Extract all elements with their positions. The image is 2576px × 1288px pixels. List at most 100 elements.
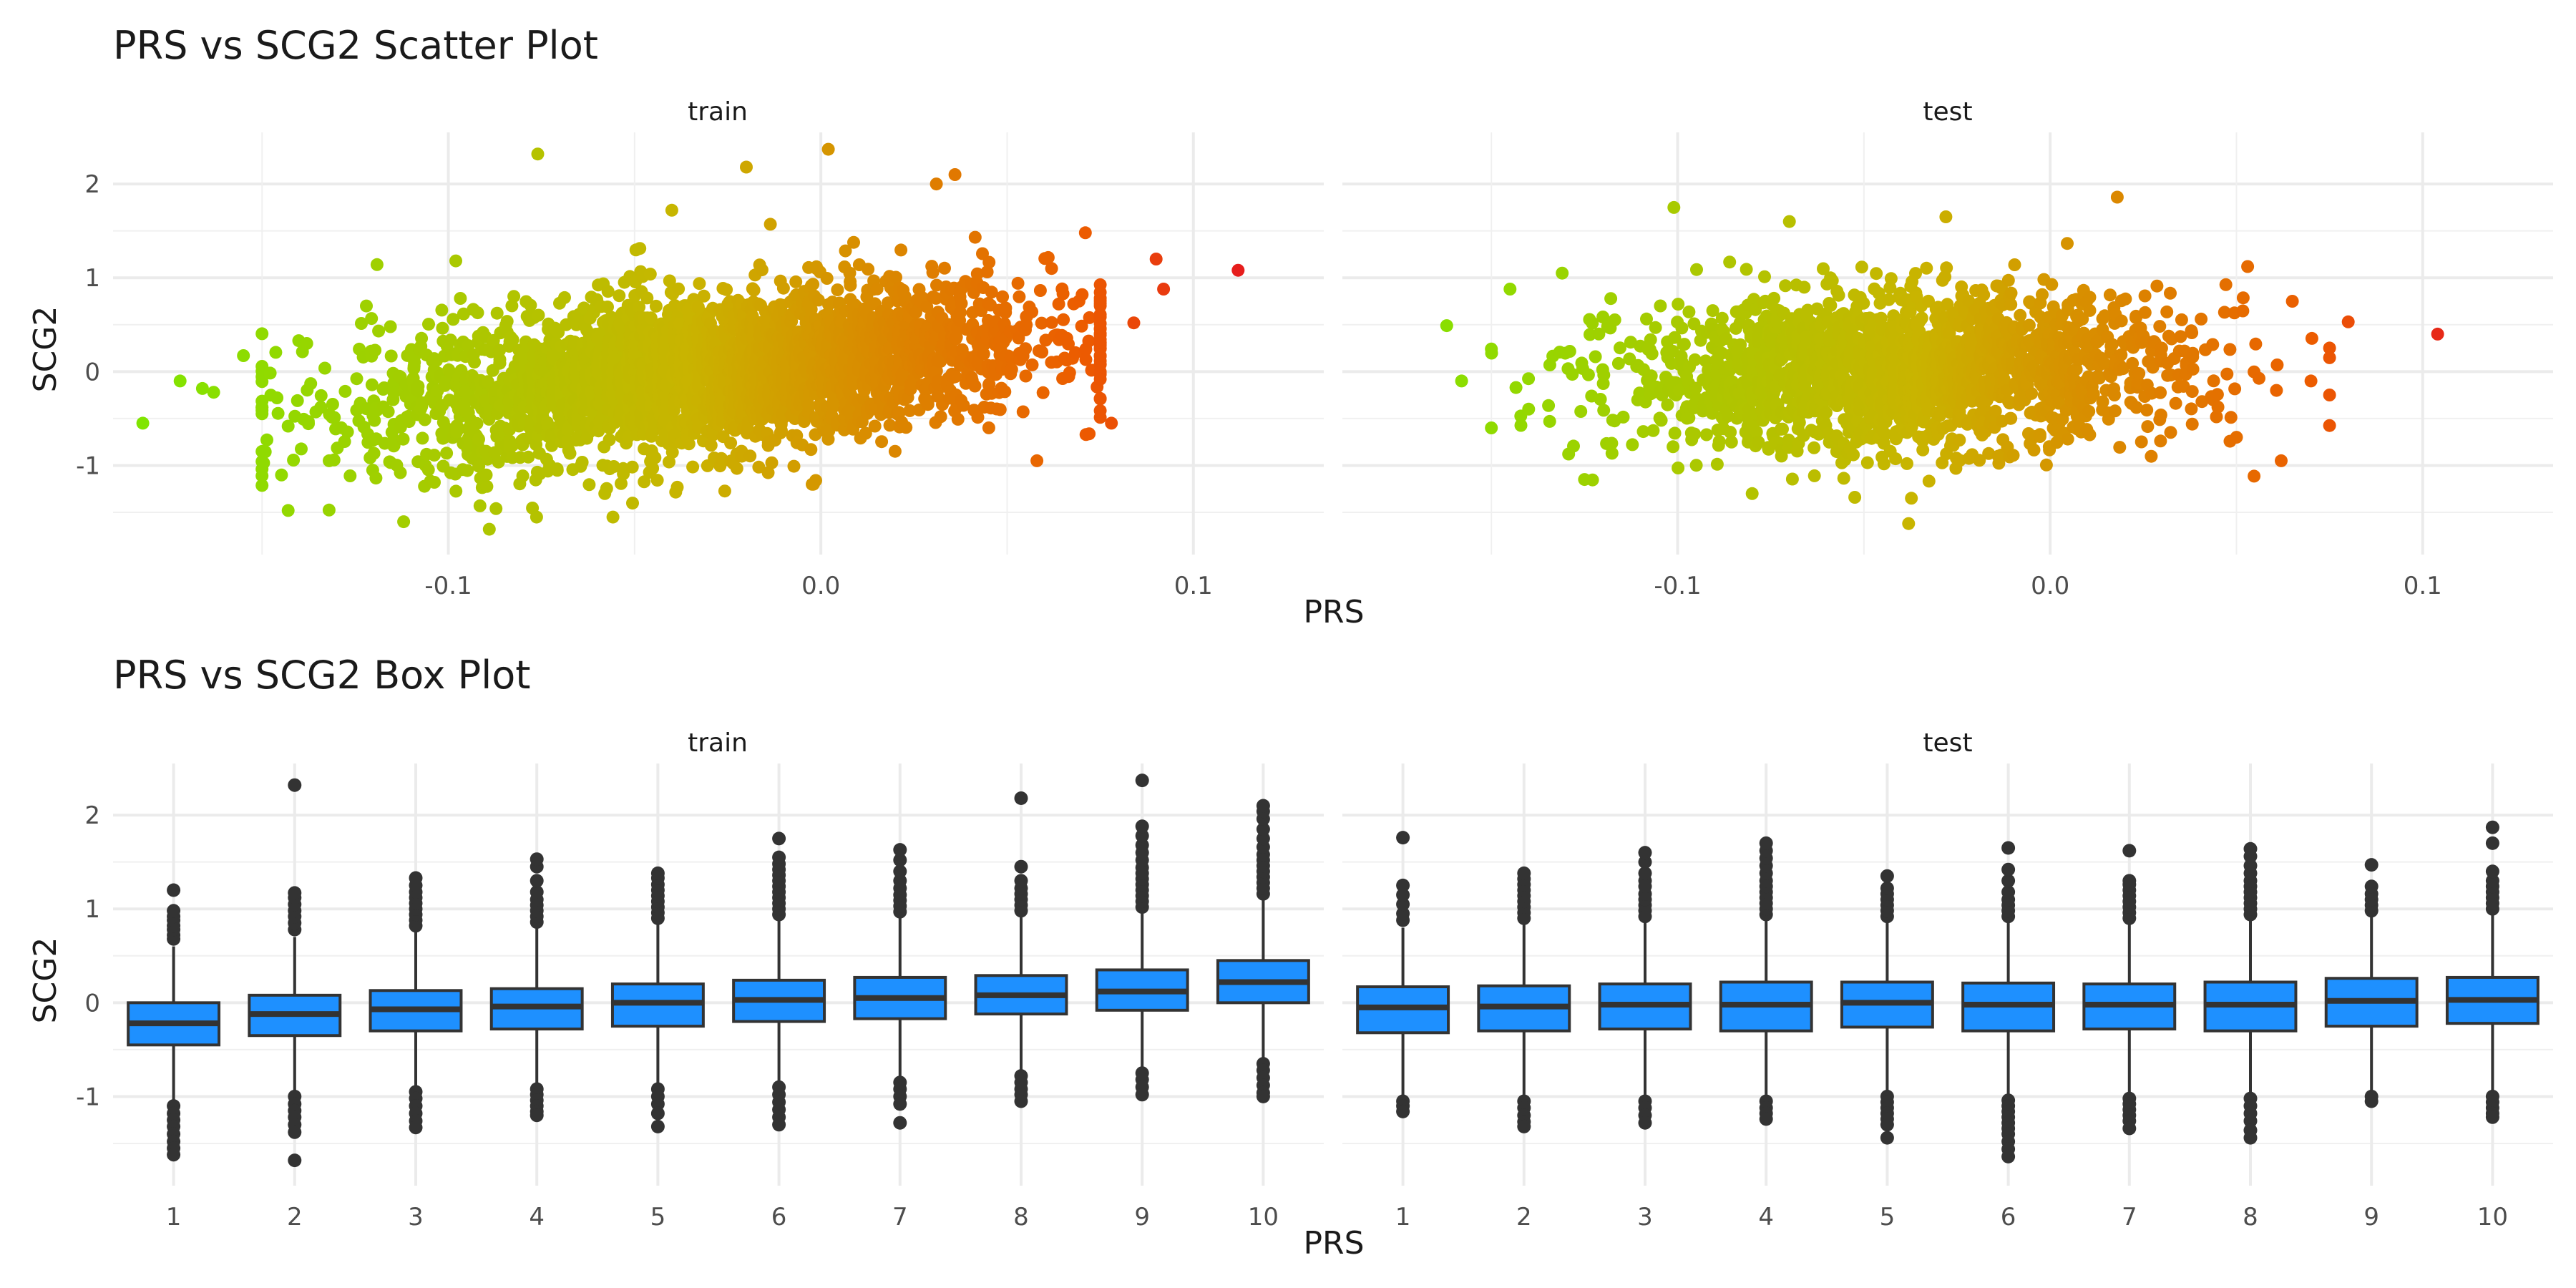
scatter-point [1093,372,1107,386]
scatter-point [291,394,304,407]
scatter-point [2138,306,2152,319]
scatter-point [326,398,339,411]
scatter-point [930,177,943,191]
scatter-point [577,301,590,315]
scatter-point [999,301,1013,315]
scatter-title: PRS vs SCG2 Scatter Plot [113,23,598,68]
scatter-point [435,303,449,317]
scatter-point [2108,389,2121,401]
scatter-point [530,510,543,524]
scatter-point [2098,309,2112,323]
scatter-point [1608,313,1621,326]
scatter-point [1589,350,1602,364]
scatter-point [1093,291,1107,305]
scatter-point [318,361,331,375]
scatter-point [411,379,425,393]
scatter-point [2036,288,2049,301]
scatter-point [663,274,676,288]
scatter-point [672,282,686,296]
scatter-point [1566,368,1579,381]
scatter-point [1882,293,1896,306]
scatter-point [531,147,545,161]
scatter-point [730,462,743,475]
scatter-point [1706,304,1719,318]
scatter-point [1682,305,1696,318]
scatter-point [633,301,646,314]
scatter-point [1668,331,1682,344]
scatter-point [1522,372,1536,386]
scatter-point [328,411,341,424]
scatter-point [195,381,209,395]
scatter-point [444,333,457,347]
scatter-point [1712,434,1726,448]
scatter-point [1157,283,1171,296]
scatter-point [1819,406,1833,419]
scatter-point [367,447,381,460]
scatter-point [1915,311,1928,325]
scatter-point [1045,316,1058,329]
scatter-point [761,466,775,479]
scatter-point [1011,276,1025,290]
x-tick-label: 0.1 [1174,572,1213,600]
scatter-point [372,324,386,338]
scatter-point [1765,337,1778,351]
scatter-point [977,347,990,361]
scatter-point [1005,363,1018,376]
x-tick-label: -0.1 [1654,572,1701,600]
scatter-point [648,451,662,464]
scatter-point [1723,255,1737,269]
scatter-point [1715,311,1729,325]
scatter-point [1063,366,1076,379]
scatter-point [775,424,788,437]
scatter-point [532,308,545,322]
scatter-point [697,289,711,303]
scatter-point [1083,427,1096,441]
scatter-point [894,243,908,257]
scatter-point [275,468,288,482]
scatter-point [2108,404,2122,418]
scatter-point [1636,425,1650,439]
scatter-point [1807,441,1821,454]
scatter-point [1870,267,1883,280]
scatter-point [381,405,395,419]
scatter-point [237,349,250,362]
scatter-point [1909,267,1922,280]
scatter-point [436,321,449,335]
scatter-point [370,258,384,271]
scatter-point [1069,346,1082,359]
scatter-point [2141,420,2155,434]
scatter-point [480,479,494,493]
scatter-point [724,436,738,450]
scatter-point [1734,338,1747,351]
scatter-point [1013,290,1026,303]
scatter-point [1596,311,1610,323]
scatter-point [2069,363,2083,376]
scatter-point [1872,286,1885,300]
scatter-point [136,416,150,430]
scatter-point [920,300,934,313]
scatter-point [341,425,354,439]
scatter-point [1093,333,1107,346]
scatter-point [300,337,313,350]
scatter-point [263,366,277,380]
scatter-point [2025,386,2039,400]
scatter-point [806,278,820,291]
scatter-point [598,487,612,500]
scatter-point [1019,369,1033,383]
scatter-point [686,460,700,474]
scatter-point [1093,392,1107,406]
scatter-point [998,385,1012,399]
scatter-point [982,421,995,434]
scatter-panel-label-test: test [1923,97,1972,127]
scatter-point [269,346,283,359]
scatter-point [1078,226,1092,240]
scatter-point [2129,401,2143,414]
scatter-point [1817,262,1830,275]
scatter-point [415,331,429,345]
scatter-point [704,439,718,452]
scatter-point [322,503,336,517]
scatter-point [2092,371,2106,385]
scatter-point [1977,288,1991,301]
scatter-point [765,456,779,469]
